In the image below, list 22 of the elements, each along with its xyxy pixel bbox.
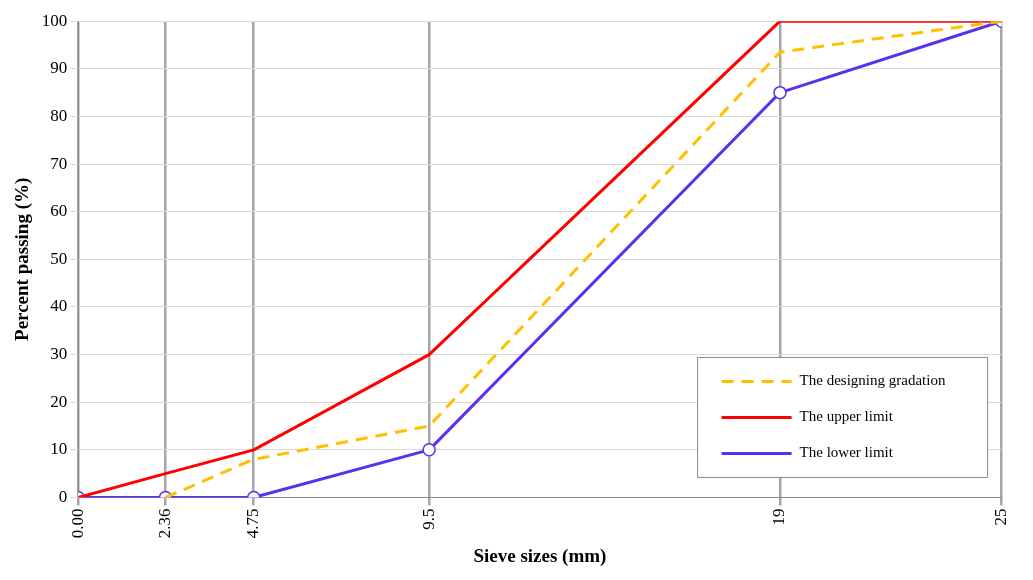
- y-tick-label: 50: [50, 248, 68, 268]
- y-tick-label: 20: [50, 391, 68, 411]
- y-tick-label: 70: [50, 153, 68, 173]
- y-tick-label: 30: [50, 344, 68, 364]
- x-tick-label: 2.36: [154, 508, 174, 539]
- y-tick-label: 80: [50, 105, 68, 125]
- legend-label: The designing gradation: [799, 372, 946, 389]
- y-axis-title: Percent passing (%): [11, 177, 34, 341]
- y-tick-label: 10: [50, 439, 68, 459]
- x-tick-label: 25: [991, 508, 1011, 526]
- y-tick-label: 90: [50, 58, 68, 78]
- x-tick-label: 9.5: [418, 508, 438, 530]
- x-tick-label: 0.00: [67, 508, 87, 539]
- y-tick-label: 60: [50, 201, 68, 221]
- legend-label: The upper limit: [799, 408, 894, 425]
- legend-label: The lower limit: [799, 444, 894, 461]
- x-tick-label: 4.75: [243, 508, 263, 539]
- x-axis-title: Sieve sizes (mm): [473, 544, 607, 567]
- y-tick-label: 0: [58, 486, 68, 506]
- x-tick-label: 19: [769, 508, 789, 526]
- y-tick-label: 40: [50, 296, 68, 316]
- y-tick-label: 100: [41, 10, 68, 30]
